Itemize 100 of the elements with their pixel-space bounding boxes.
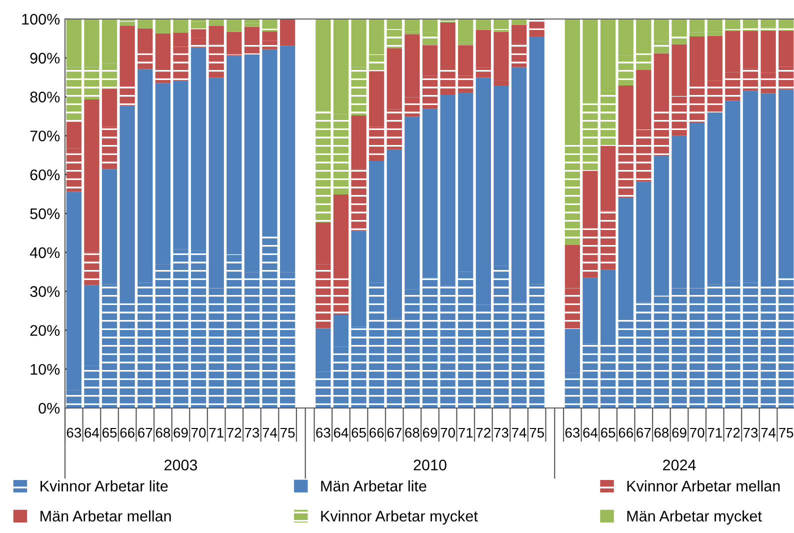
bar — [66, 19, 82, 68]
x-tick-label: 67 — [387, 428, 402, 438]
bar — [458, 45, 474, 76]
bar — [476, 68, 491, 78]
bar — [778, 19, 794, 26]
bar — [582, 344, 598, 408]
bar — [351, 19, 366, 68]
bar — [511, 67, 527, 302]
bar — [636, 50, 652, 70]
y-tick-label: 90% — [30, 52, 60, 64]
bar — [84, 67, 100, 100]
bar — [458, 92, 474, 272]
y-tick-label: 100% — [22, 14, 60, 25]
bar — [690, 288, 705, 408]
bar — [208, 288, 224, 408]
bar — [600, 19, 616, 91]
bar — [280, 19, 296, 46]
bar — [672, 34, 687, 44]
x-tick-label: 70 — [690, 428, 704, 438]
bar — [262, 234, 278, 408]
y-tick-label: 40% — [30, 247, 60, 258]
bar — [351, 169, 366, 231]
bar — [316, 222, 331, 264]
bar — [707, 36, 722, 81]
x-tick-label: 72 — [476, 428, 490, 438]
bar — [102, 19, 118, 64]
bar — [226, 19, 242, 32]
bar — [244, 54, 260, 272]
bar — [173, 46, 188, 81]
bar — [262, 49, 278, 235]
bar — [707, 80, 722, 112]
bar — [529, 284, 544, 408]
bar — [138, 50, 153, 70]
bar — [66, 67, 82, 122]
x-tick-label: 69 — [174, 428, 188, 438]
bar — [386, 19, 402, 30]
bar — [369, 126, 384, 161]
bar — [654, 41, 670, 54]
x-tick-label: 64 — [583, 428, 598, 438]
bar — [155, 33, 170, 65]
bar — [725, 100, 740, 282]
bar — [422, 45, 438, 76]
bar — [778, 26, 794, 31]
x-tick-label: 66 — [370, 428, 384, 438]
bar — [316, 328, 331, 372]
bar — [66, 390, 82, 408]
bar — [386, 109, 402, 150]
bar — [226, 32, 242, 54]
bar — [725, 72, 740, 101]
bar — [458, 272, 474, 408]
bar — [618, 19, 634, 56]
bar — [208, 78, 224, 288]
bar — [190, 250, 206, 408]
y-tick-label: 80% — [30, 92, 60, 102]
bar — [582, 170, 598, 228]
bar — [138, 28, 153, 51]
bar — [672, 96, 687, 136]
x-tick-label: 74 — [262, 428, 278, 438]
bar — [404, 97, 420, 117]
bar — [208, 19, 224, 26]
bar — [351, 326, 366, 408]
bar — [440, 94, 456, 286]
bar — [707, 112, 722, 284]
x-tick-label: 75 — [779, 428, 794, 438]
bar — [138, 282, 153, 408]
bar — [208, 26, 224, 44]
bar — [725, 19, 740, 30]
bar — [476, 304, 491, 408]
bar — [280, 272, 296, 408]
bar — [494, 86, 509, 266]
bar — [494, 29, 509, 32]
bar — [600, 344, 616, 408]
x-tick-label: 66 — [618, 428, 633, 438]
x-tick-label: 64 — [334, 428, 348, 438]
legend-label: Kvinnor Arbetar lite — [40, 480, 168, 492]
bar — [66, 192, 82, 390]
bar — [316, 19, 331, 112]
bar — [564, 373, 580, 408]
bar — [422, 32, 438, 46]
bar — [155, 19, 170, 34]
x-tick-label: 71 — [209, 428, 224, 438]
bar — [636, 19, 652, 51]
x-tick-label: 74 — [761, 428, 776, 438]
bar — [600, 146, 616, 211]
bar — [742, 282, 758, 408]
y-tick-label: 20% — [30, 325, 60, 336]
text: 2024 — [663, 460, 696, 470]
bar — [386, 149, 402, 318]
bar — [582, 278, 598, 344]
bar — [120, 26, 135, 84]
bar — [404, 289, 420, 408]
bar — [316, 372, 331, 408]
bar — [84, 252, 100, 286]
bar — [529, 36, 544, 284]
bar — [654, 53, 670, 108]
bar — [600, 210, 616, 270]
bar — [564, 288, 580, 330]
bar — [404, 116, 420, 290]
bar — [742, 90, 758, 283]
bar — [618, 145, 634, 198]
